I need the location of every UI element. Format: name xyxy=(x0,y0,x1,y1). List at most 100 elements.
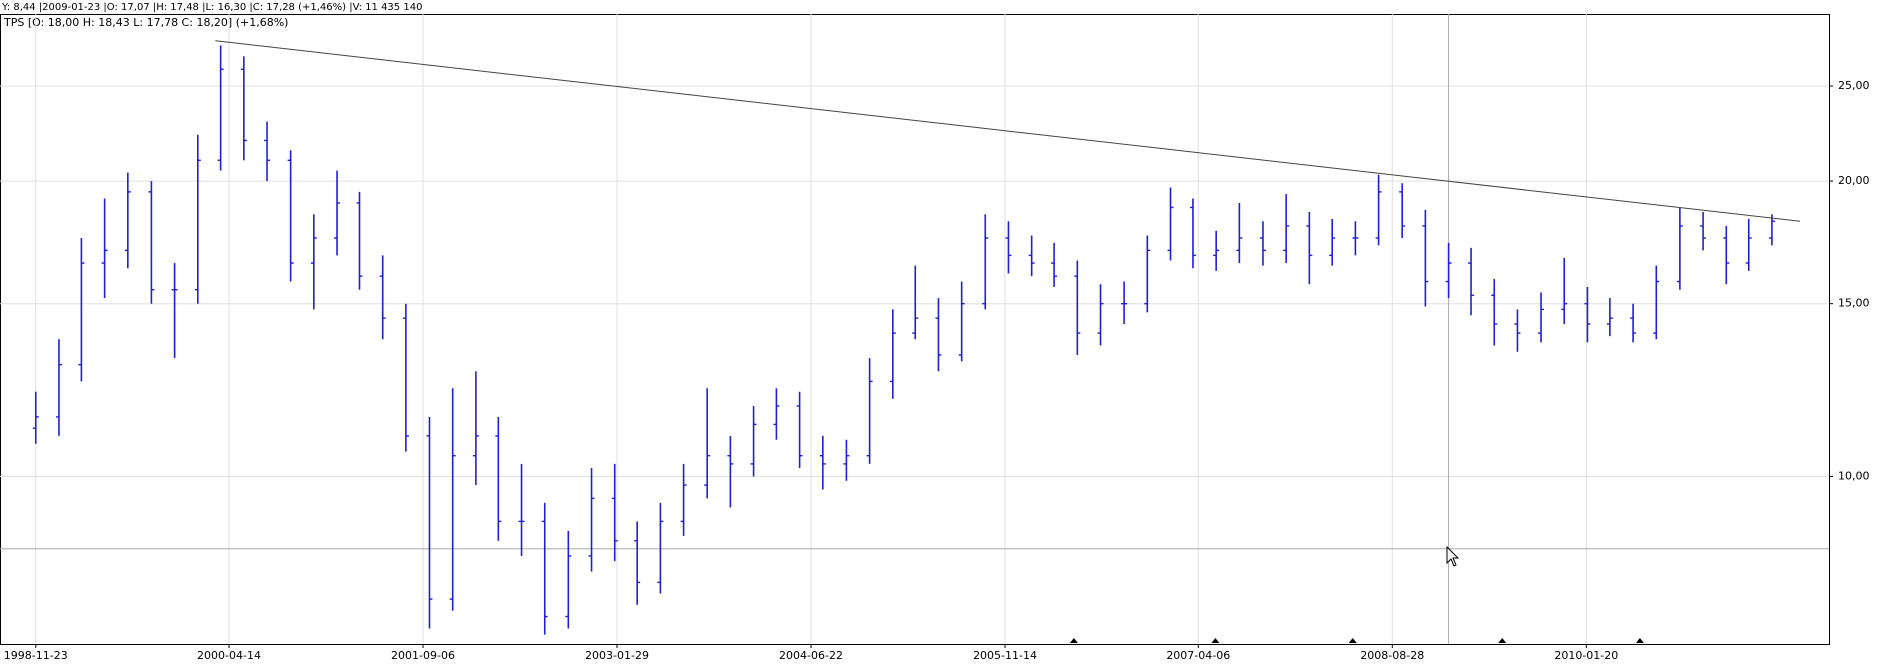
y-tick-label: 25,00 xyxy=(1838,79,1870,92)
ohlc-bar xyxy=(866,358,873,464)
ohlc-bar xyxy=(217,45,224,171)
ohlc-bar xyxy=(1768,214,1775,246)
event-marker xyxy=(1498,638,1507,643)
ohlc-bar xyxy=(1375,174,1382,246)
ohlc-bar xyxy=(379,255,386,340)
ohlc-bar xyxy=(518,463,525,556)
plot: 10,00 15,00 20,00 25,00 1998-11-23 2000-04-14… xyxy=(0,14,1870,662)
ohlc-bar xyxy=(356,191,363,290)
ohlc-bar xyxy=(1422,209,1429,307)
ohlc-bar xyxy=(819,435,826,490)
ohlc-bar xyxy=(1399,183,1406,238)
ohlc-bar xyxy=(889,309,896,399)
x-tick-label: 2001-09-06 xyxy=(391,649,455,662)
ohlc-bar xyxy=(1561,257,1568,325)
ohlc-bar xyxy=(588,468,595,572)
ohlc-bar xyxy=(704,388,711,499)
ohlc-bar xyxy=(240,56,247,161)
ohlc-bar xyxy=(1514,309,1521,352)
ohlc-bar xyxy=(148,181,155,304)
ohlc-bar xyxy=(1097,284,1104,346)
ohlc-bar xyxy=(1584,286,1591,343)
ohlc-bar xyxy=(1028,235,1035,277)
ohlc-bar xyxy=(1189,198,1196,269)
ohlc-bar xyxy=(78,237,85,382)
ohlc-bar xyxy=(541,502,548,635)
ohlc-bar xyxy=(1653,265,1660,340)
ohlc-bar xyxy=(1121,281,1128,325)
ohlc-bar xyxy=(32,391,39,444)
ohlc-bar xyxy=(124,172,131,269)
ohlc-bar xyxy=(1236,202,1243,264)
ohlc-bar xyxy=(935,298,942,372)
ohlc-bar xyxy=(773,388,780,440)
ohlc-bar xyxy=(495,416,502,541)
ohlc-bar xyxy=(1329,218,1336,266)
ohlc-bar xyxy=(1538,292,1545,343)
ohlc-bar xyxy=(1745,218,1752,271)
ohlc-bar xyxy=(680,463,687,536)
ohlc-bar xyxy=(1630,303,1637,343)
ohlc-bar xyxy=(1283,194,1290,264)
ohlc-bar xyxy=(958,281,965,362)
event-marker xyxy=(1211,638,1220,643)
ohlc-bar xyxy=(310,214,317,310)
ohlc-bar xyxy=(1491,278,1498,346)
ohlc-bar xyxy=(1352,221,1359,256)
ohlc-bar xyxy=(1445,242,1452,299)
ohlc-bar xyxy=(334,170,341,256)
ohlc-bar xyxy=(264,121,271,182)
ohlc-bar xyxy=(1606,298,1613,337)
ohlc-bar xyxy=(1723,225,1730,285)
x-tick-label: 2005-11-14 xyxy=(973,649,1037,662)
x-tick-label: 2003-01-29 xyxy=(585,649,649,662)
y-tick-label: 10,00 xyxy=(1838,469,1870,482)
chart-title: TPS [O: 18,00 H: 18,43 L: 17,78 C: 18,20… xyxy=(3,16,288,29)
trend-line xyxy=(215,40,1801,222)
ohlc-bar xyxy=(912,265,919,340)
y-tick-label: 15,00 xyxy=(1838,297,1870,310)
x-tick-label: 1998-11-23 xyxy=(4,649,68,662)
ohlc-bar xyxy=(194,134,201,304)
ohlc-bar xyxy=(426,416,433,629)
ohlc-bar xyxy=(1213,230,1220,271)
ohlc-bar xyxy=(287,150,294,282)
ohlc-bar xyxy=(611,463,618,562)
event-marker xyxy=(1348,638,1357,643)
ohlc-bar xyxy=(565,530,572,629)
x-tick-label: 2000-04-14 xyxy=(197,649,261,662)
ohlc-bar xyxy=(402,303,409,452)
ohlc-bar xyxy=(1005,221,1012,274)
ohlc-bar xyxy=(101,198,108,299)
ohlc-bar xyxy=(1700,212,1707,251)
cursor-readout: Y: 8,44 |2009-01-23 |O: 17,07 |H: 17,48 … xyxy=(1,2,422,13)
ohlc-bar xyxy=(727,435,734,508)
ohlc-bar xyxy=(1074,260,1081,355)
ohlc-bar xyxy=(1259,221,1266,266)
ohlc-bar xyxy=(657,502,664,594)
x-tick-label: 2010-01-20 xyxy=(1554,649,1618,662)
x-tick-label: 2007-04-06 xyxy=(1166,649,1230,662)
ohlc-bar xyxy=(750,405,757,477)
ohlc-bar xyxy=(449,388,456,611)
x-tick-label: 2008-08-28 xyxy=(1360,649,1424,662)
ohlc-bar xyxy=(1167,187,1174,261)
ohlc-bar xyxy=(634,521,641,605)
ohlc-bar xyxy=(1306,212,1313,285)
ohlc-bar xyxy=(472,371,479,486)
ohlc-bar xyxy=(1144,235,1151,313)
x-tick-label: 2004-06-22 xyxy=(779,649,843,662)
ohlc-bar xyxy=(843,439,850,481)
event-marker xyxy=(1635,638,1644,643)
ohlc-bar xyxy=(171,263,178,359)
ohlc-bar xyxy=(55,339,62,436)
mouse-cursor xyxy=(1446,545,1460,567)
ohlc-bar xyxy=(1051,242,1058,287)
ohlc-bar xyxy=(982,214,989,310)
ohlc-bar xyxy=(1468,247,1475,316)
plot-frame xyxy=(0,14,1830,645)
ohlc-bar xyxy=(796,391,803,469)
ohlc-bar xyxy=(1676,207,1683,290)
